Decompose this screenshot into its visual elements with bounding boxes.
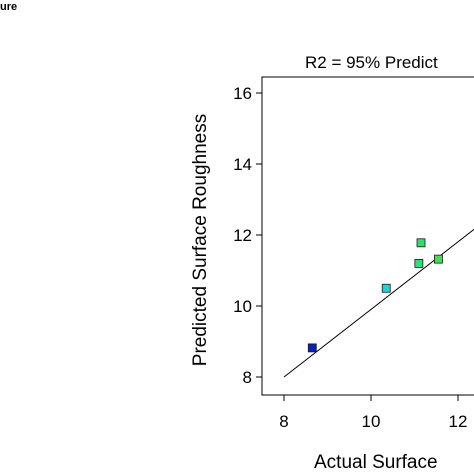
x-axis-label: Actual Surface [314, 452, 438, 473]
scatter-point [307, 343, 317, 353]
data-points [307, 238, 443, 353]
scatter-point [434, 254, 443, 264]
scatter-point [414, 258, 424, 268]
y-tick-label: 12 [233, 226, 252, 245]
fit-line [283, 228, 474, 378]
scatter-point [416, 238, 426, 248]
x-tick-label: 8 [279, 412, 288, 431]
scatter-point [381, 283, 391, 293]
x-axis: 8 10 12 [279, 395, 467, 431]
y-tick-label: 8 [243, 368, 252, 387]
x-tick-label: 12 [449, 412, 468, 431]
y-axis: 8 10 12 14 16 [233, 84, 262, 387]
y-tick-label: 14 [233, 155, 252, 174]
figure-corner-label: ure [0, 1, 17, 13]
chart-title: R2 = 95% Predict [305, 53, 438, 72]
y-tick-label: 10 [233, 297, 252, 316]
x-tick-label: 10 [362, 412, 381, 431]
y-axis-label: Predicted Surface Roughness [190, 114, 211, 366]
plot-area-frame [261, 76, 474, 396]
y-tick-label: 16 [233, 84, 252, 103]
